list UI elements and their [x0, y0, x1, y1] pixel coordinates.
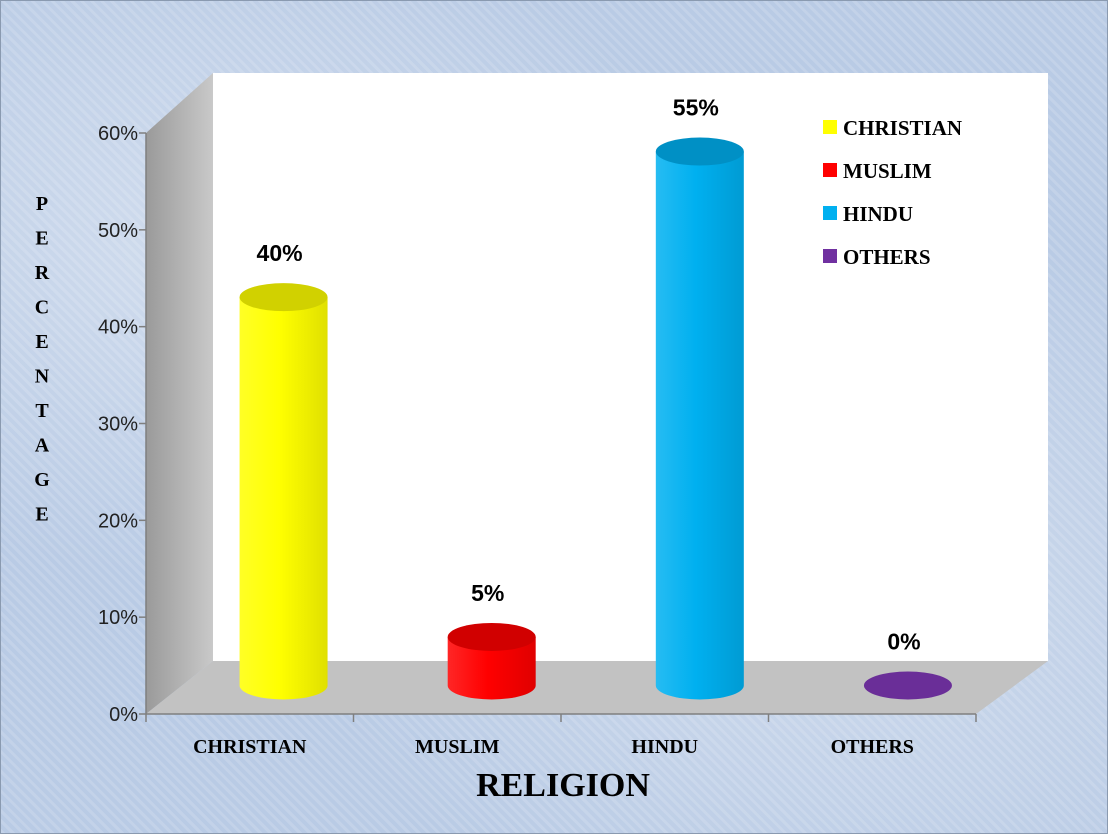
- legend-item-hindu: HINDU: [823, 202, 913, 226]
- y-tick-label: 10%: [98, 607, 138, 629]
- bars: [239, 137, 952, 700]
- bar-body: [239, 297, 328, 700]
- x-axis: CHRISTIAN MUSLIM HINDU OTHERS: [145, 713, 977, 758]
- legend-item-others: OTHERS: [823, 245, 931, 269]
- bar-top: [239, 283, 328, 312]
- data-label: 5%: [471, 580, 504, 606]
- x-tick-label: MUSLIM: [415, 736, 500, 758]
- data-label: 55%: [673, 95, 719, 121]
- legend-swatch: [823, 206, 837, 220]
- side-wall: [146, 73, 213, 714]
- data-label: 40%: [257, 240, 303, 266]
- y-axis-title-letter: N: [35, 366, 50, 388]
- y-axis-title-letter: A: [35, 435, 50, 457]
- y-axis-title-letter: R: [35, 262, 50, 284]
- data-label: 0%: [887, 629, 920, 655]
- y-axis-title-letter: G: [34, 469, 50, 491]
- bar-muslim: [447, 622, 536, 700]
- y-axis-title-letter: E: [35, 228, 48, 250]
- y-axis-title-letter: E: [35, 504, 48, 526]
- legend-item-christian: CHRISTIAN: [823, 116, 962, 140]
- y-axis-title-letter: P: [36, 193, 48, 215]
- y-axis-title-letter: E: [35, 331, 48, 353]
- y-tick-label: 40%: [98, 317, 138, 339]
- y-tick-label: 0%: [109, 704, 138, 726]
- bar-top: [655, 137, 744, 166]
- legend-swatch: [823, 249, 837, 263]
- bar-others: [863, 671, 952, 700]
- bar-body: [447, 636, 536, 700]
- legend-label: MUSLIM: [843, 159, 932, 183]
- floor: [146, 661, 1048, 714]
- y-tick-label: 50%: [98, 220, 138, 242]
- bar-top: [863, 671, 952, 700]
- x-tick-label: OTHERS: [831, 736, 914, 758]
- x-tick-label: HINDU: [631, 736, 698, 758]
- bar-christian: [239, 283, 328, 700]
- data-labels: 40% 5% 55% 0%: [257, 95, 921, 655]
- chart-walls: [146, 73, 1048, 714]
- legend-swatch: [823, 120, 837, 134]
- legend-label: HINDU: [843, 202, 913, 226]
- x-tick-label: CHRISTIAN: [193, 736, 307, 758]
- y-axis-title-letter: C: [35, 297, 49, 319]
- y-axis: 0% 10% 20% 30% 40% 50% 60%: [98, 123, 147, 726]
- back-wall: [213, 73, 1048, 661]
- x-axis-title: RELIGION: [476, 767, 650, 804]
- bar-body: [655, 151, 744, 700]
- legend: CHRISTIAN MUSLIM HINDU OTHERS: [823, 116, 962, 269]
- legend-label: CHRISTIAN: [843, 116, 962, 140]
- y-tick-label: 30%: [98, 414, 138, 436]
- bar-top: [447, 622, 536, 651]
- y-tick-label: 20%: [98, 510, 138, 532]
- legend-label: OTHERS: [843, 245, 931, 269]
- legend-item-muslim: MUSLIM: [823, 159, 932, 183]
- y-tick-label: 60%: [98, 123, 138, 145]
- y-axis-title-letter: T: [35, 400, 49, 422]
- bar-hindu: [655, 137, 744, 700]
- legend-swatch: [823, 163, 837, 177]
